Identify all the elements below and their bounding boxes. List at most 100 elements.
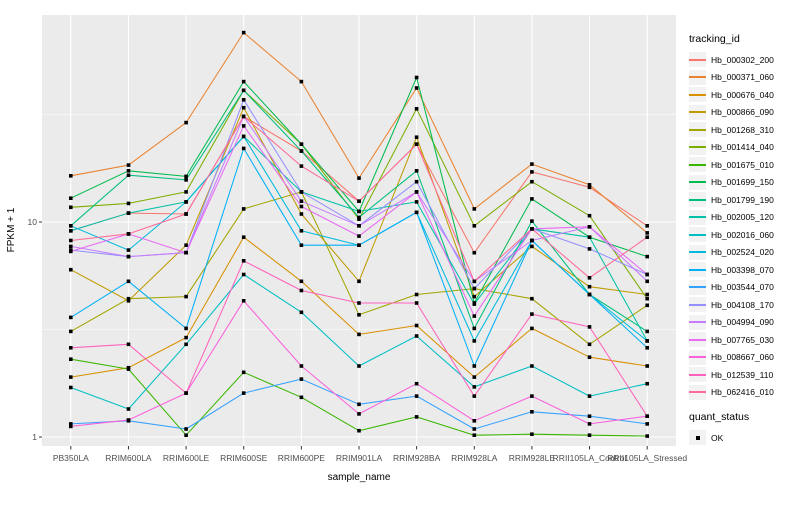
- legend-item-Hb_000676_040: Hb_000676_040: [689, 86, 799, 104]
- data-point: [530, 364, 534, 368]
- data-point: [645, 235, 649, 239]
- x-tick-label: RRIM928LE: [509, 453, 556, 463]
- legend-key-swatch-icon: [689, 262, 706, 278]
- data-point: [645, 279, 649, 284]
- data-point: [587, 355, 592, 359]
- data-point: [357, 301, 361, 305]
- data-point: [357, 428, 361, 433]
- data-point: [530, 238, 534, 243]
- data-point: [645, 364, 649, 368]
- data-point: [414, 86, 419, 90]
- legend-item-Hb_003544_070: Hb_003544_070: [689, 279, 799, 297]
- legend-label: Hb_001414_040: [711, 142, 774, 153]
- data-point: [126, 232, 131, 236]
- legend-label: Hb_003544_070: [711, 282, 774, 293]
- data-point: [126, 299, 131, 303]
- x-tick-label: RRIM600SE: [220, 453, 268, 463]
- data-point: [472, 326, 477, 331]
- legend-label: Hb_000302_200: [711, 54, 774, 65]
- y-axis-title: FPKM + 1: [6, 207, 17, 252]
- data-point: [126, 254, 131, 259]
- legend-key-swatch-icon: [689, 192, 706, 208]
- data-point: [414, 301, 419, 305]
- data-point: [357, 412, 361, 416]
- data-point: [472, 250, 477, 255]
- data-point: [126, 248, 131, 252]
- legend-item-Hb_000866_090: Hb_000866_090: [689, 104, 799, 122]
- data-point: [126, 367, 131, 371]
- data-point: [587, 325, 592, 329]
- x-tick-label: RRIM600LA: [105, 453, 152, 463]
- data-point: [645, 224, 649, 228]
- data-point: [241, 272, 246, 277]
- legend-label: Hb_000371_060: [711, 72, 774, 83]
- data-point: [645, 381, 649, 386]
- legend-key-swatch-icon: [689, 279, 706, 295]
- data-point: [414, 107, 419, 111]
- data-point: [530, 326, 534, 331]
- data-point: [241, 391, 246, 395]
- x-tick-label: RRIM928LA: [451, 453, 498, 463]
- data-point: [299, 377, 304, 381]
- data-point: [299, 229, 304, 233]
- legend-item-Hb_008667_060: Hb_008667_060: [689, 349, 799, 367]
- legend-key-swatch-icon: [689, 209, 706, 225]
- series-points-Hb_000371_060: [69, 30, 649, 235]
- legend-key-swatch-icon: [689, 69, 706, 85]
- data-point: [241, 98, 246, 102]
- data-point: [357, 176, 361, 180]
- legend-label: Hb_001268_310: [711, 124, 774, 135]
- legend-label: Hb_000866_090: [711, 107, 774, 118]
- data-point: [184, 335, 188, 340]
- legend-title-quant-status: quant_status: [689, 411, 750, 423]
- data-point: [414, 210, 419, 215]
- data-point: [241, 105, 246, 110]
- data-point: [126, 407, 131, 411]
- data-point: [241, 370, 246, 375]
- legend-item-Hb_001799_190: Hb_001799_190: [689, 191, 799, 209]
- data-point: [587, 422, 592, 426]
- data-point: [645, 339, 649, 343]
- data-point: [299, 164, 304, 168]
- data-point: [645, 303, 649, 308]
- data-point: [69, 422, 73, 426]
- legend-label-ok: OK: [711, 432, 724, 443]
- data-point: [530, 244, 534, 249]
- data-point: [241, 235, 246, 239]
- data-point: [530, 410, 534, 414]
- x-tick-label: RRIM901LA: [336, 453, 383, 463]
- data-point: [587, 292, 592, 297]
- data-point: [69, 329, 73, 334]
- legend-item-Hb_003398_070: Hb_003398_070: [689, 261, 799, 279]
- legend-key-swatch-icon: [689, 384, 706, 400]
- data-point: [357, 332, 361, 337]
- legend-key-swatch-icon: [689, 174, 706, 190]
- data-point: [414, 190, 419, 194]
- data-point: [299, 395, 304, 400]
- data-point: [587, 394, 592, 398]
- y-tick-label: 1: [32, 432, 37, 442]
- data-point: [530, 432, 534, 436]
- data-point: [299, 310, 304, 315]
- legend-key-swatch-icon: [689, 314, 706, 330]
- legend-label: Hb_007765_030: [711, 334, 774, 345]
- legend-label: Hb_003398_070: [711, 264, 774, 275]
- data-point: [69, 267, 73, 272]
- data-point: [69, 357, 73, 361]
- data-point: [69, 238, 73, 243]
- legend-key-swatch-icon: [689, 367, 706, 383]
- data-point: [241, 30, 246, 35]
- data-point: [299, 199, 304, 203]
- series-points-Hb_001675_010: [69, 357, 649, 438]
- legend-item-Hb_007765_030: Hb_007765_030: [689, 331, 799, 349]
- data-point: [299, 190, 304, 194]
- data-point: [587, 342, 592, 347]
- data-point: [472, 394, 477, 398]
- data-point: [414, 323, 419, 328]
- quant-ok-marker-icon: [689, 430, 706, 446]
- data-point: [184, 200, 188, 204]
- data-point: [530, 394, 534, 398]
- legend-label: Hb_001799_190: [711, 194, 774, 205]
- legend-item-Hb_001268_310: Hb_001268_310: [689, 121, 799, 139]
